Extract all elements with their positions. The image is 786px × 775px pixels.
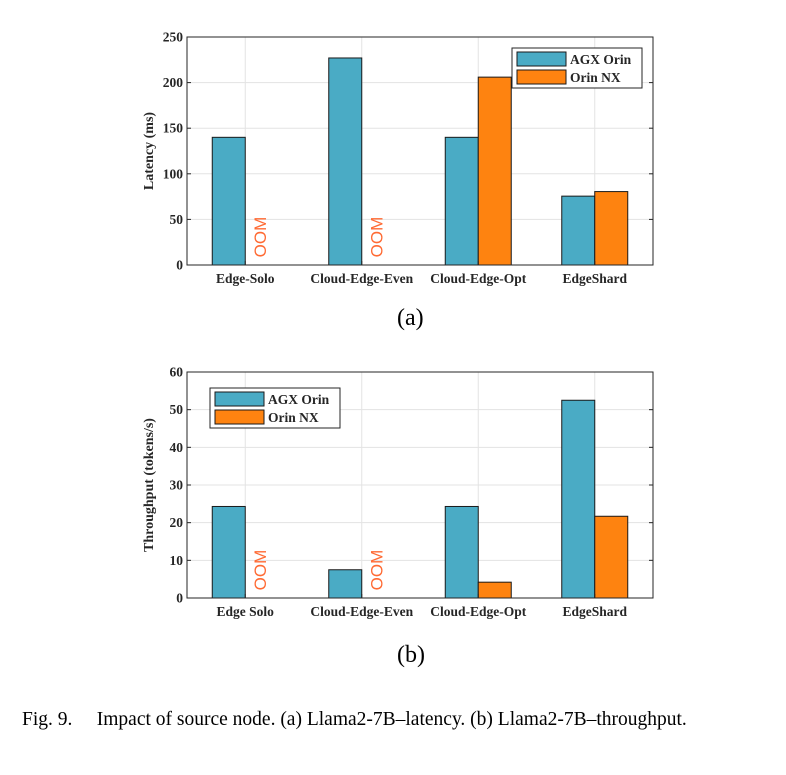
legend-label: AGX Orin	[268, 392, 330, 407]
oom-annotation: OOM	[368, 217, 387, 258]
y-tick-label: 50	[170, 212, 184, 227]
legend-label: Orin NX	[570, 70, 621, 85]
x-tick-label: Cloud-Edge-Even	[310, 271, 413, 286]
bar-agx-orin	[444, 505, 479, 599]
bar-agx-orin	[561, 195, 596, 266]
y-tick-label: 60	[170, 365, 184, 380]
oom-annotation: OOM	[251, 217, 270, 258]
x-tick-label: Cloud-Edge-Opt	[430, 604, 527, 619]
legend-swatch	[516, 51, 567, 67]
figure-caption: Fig. 9. Impact of source node. (a) Llama…	[22, 709, 687, 730]
oom-annotation: OOM	[368, 550, 387, 591]
bar-agx-orin	[211, 505, 246, 599]
legend-swatch	[214, 409, 265, 425]
bar-orin-nx	[477, 581, 512, 599]
y-tick-label: 50	[170, 402, 184, 417]
bar-orin-nx	[477, 76, 512, 266]
y-tick-label: 100	[163, 166, 184, 181]
bar-agx-orin	[328, 569, 363, 599]
panel-label-b: (b)	[397, 642, 425, 668]
y-tick-label: 40	[170, 440, 184, 455]
legend-swatch	[214, 391, 265, 407]
x-tick-label: EdgeShard	[562, 271, 627, 286]
bar-agx-orin	[444, 136, 479, 266]
y-axis-label: Throughput (tokens/s)	[142, 418, 157, 552]
legend-label: AGX Orin	[570, 52, 632, 67]
panel-label-a: (a)	[397, 305, 424, 331]
x-tick-label: Edge Solo	[217, 604, 275, 619]
axes-box	[186, 36, 654, 266]
legend-label: Orin NX	[268, 410, 319, 425]
x-tick-label: Edge-Solo	[216, 271, 275, 286]
bar-orin-nx	[594, 515, 629, 599]
oom-annotation: OOM	[251, 550, 270, 591]
y-tick-label: 20	[170, 515, 184, 530]
y-axis-label: Latency (ms)	[142, 112, 157, 190]
y-tick-label: 0	[176, 258, 183, 273]
y-tick-label: 10	[170, 553, 184, 568]
y-tick-label: 0	[176, 591, 183, 606]
legend-swatch	[516, 69, 567, 85]
bar-agx-orin	[211, 136, 246, 266]
x-tick-label: EdgeShard	[562, 604, 627, 619]
y-tick-label: 150	[163, 121, 184, 136]
x-tick-label: Cloud-Edge-Opt	[430, 271, 527, 286]
bar-agx-orin	[561, 399, 596, 599]
y-tick-label: 200	[163, 75, 184, 90]
y-tick-label: 30	[170, 478, 184, 493]
bar-orin-nx	[594, 191, 629, 266]
y-tick-label: 250	[163, 30, 184, 45]
bar-agx-orin	[328, 57, 363, 266]
x-tick-label: Cloud-Edge-Even	[310, 604, 413, 619]
